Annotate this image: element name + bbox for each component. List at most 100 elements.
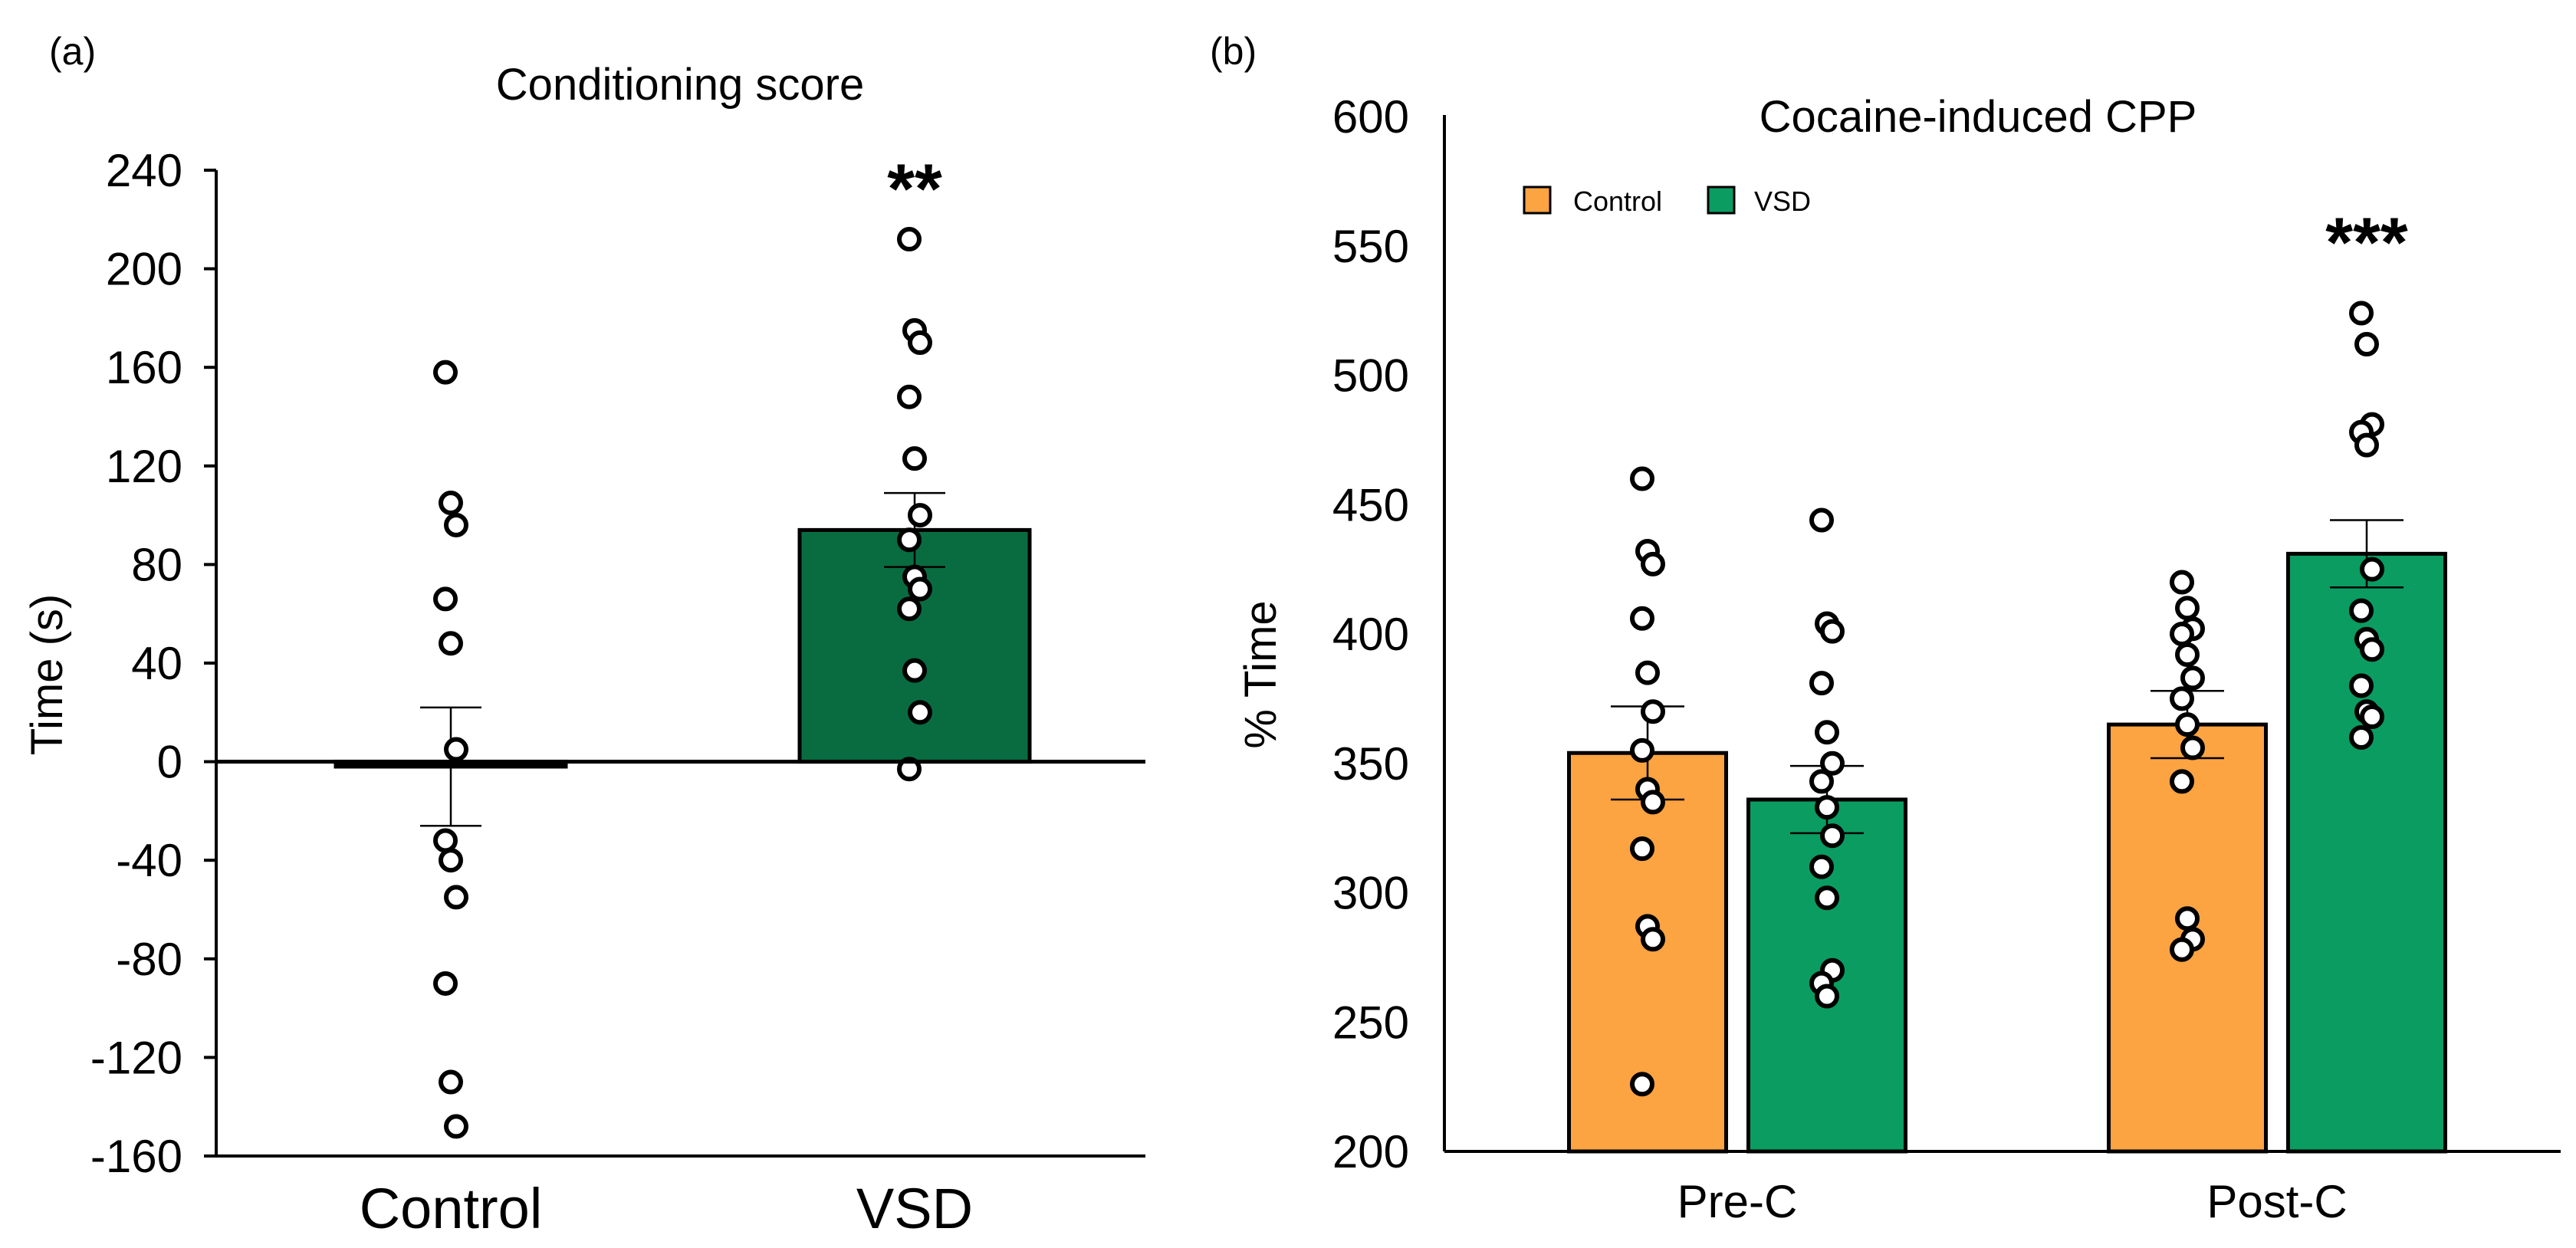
panel-b-data-point <box>1630 836 1654 862</box>
panel-b-data-point <box>2170 937 2194 962</box>
panel-a-category-label: Control <box>360 1177 543 1240</box>
panel-b-category-label: Pre-C <box>1677 1176 1798 1227</box>
panel-b-y-tick-label: 300 <box>1332 868 1409 919</box>
panel-b-data-point <box>2360 637 2384 662</box>
panel-b-data-point <box>2349 301 2374 326</box>
panel-a-data-point <box>908 700 932 725</box>
panel-b-data-point <box>1630 466 1654 491</box>
panel-a-data-point <box>433 586 458 612</box>
panel-a-label: (a) <box>49 30 96 73</box>
panel-a-conditioning-score: (a) Conditioning score Time (s) 240 200 16… <box>22 30 1145 1240</box>
panel-a-data-point <box>908 576 932 602</box>
panel-b-data-point <box>1815 984 1839 1009</box>
panel-b-data-point <box>1630 1072 1654 1097</box>
panel-b-data-point <box>2170 570 2194 595</box>
panel-a-y-tick-label: 200 <box>106 244 182 295</box>
panel-b-data-point <box>1820 619 1845 644</box>
panel-b-y-tick-label: 450 <box>1332 479 1409 530</box>
panel-a-data-point <box>902 658 927 683</box>
panel-a-data-point <box>444 1114 468 1139</box>
panel-b-y-axis-label: % Time <box>1236 600 1286 748</box>
panel-a-data-point <box>908 330 932 356</box>
panel-b-data-point <box>2175 642 2200 667</box>
legend-swatch-control <box>1523 186 1552 215</box>
panel-b-data-point <box>2170 622 2194 646</box>
panel-b-data-point <box>2180 665 2205 691</box>
panel-a-y-ticks: 240 200 160 120 80 40 0 -40 -80 -120 -160 <box>90 145 216 1182</box>
panel-b-data-point <box>1641 551 1665 576</box>
panel-b-data-point <box>2175 906 2200 931</box>
panel-a-y-tick-label: -40 <box>116 835 182 886</box>
panel-a-y-tick-label: 0 <box>157 737 182 788</box>
panel-a-y-tick-label: 240 <box>106 145 182 196</box>
panel-b-data-point <box>1815 720 1839 745</box>
panel-b-data-point <box>1641 790 1665 815</box>
panel-b-y-tick-label: 250 <box>1332 997 1409 1048</box>
panel-b-data-point <box>2354 432 2379 458</box>
panel-b-data-point <box>2360 557 2384 582</box>
panel-b-data-point <box>1815 885 1839 911</box>
panel-a-significance: ** <box>887 150 942 228</box>
panel-b-category-labels: Pre-C Post-C <box>1677 1176 2348 1227</box>
panel-b-y-tick-label: 500 <box>1332 350 1409 402</box>
panel-a-data-point <box>902 446 927 471</box>
panel-b-data-point <box>2360 704 2384 729</box>
panel-a-data-point <box>439 491 463 516</box>
panel-a-data-point <box>439 1069 463 1095</box>
panel-a-data-point <box>444 885 468 910</box>
panel-a-data-point <box>897 384 922 409</box>
panel-a-data-point <box>433 360 458 385</box>
panel-b-data-point <box>2175 712 2200 737</box>
legend-label-control: Control <box>1573 186 1662 217</box>
panel-b-data-point <box>2170 686 2194 711</box>
panel-b-data-point <box>1820 823 1845 849</box>
panel-a-y-tick-label: 40 <box>131 638 182 689</box>
panel-a-data-point <box>439 631 463 656</box>
panel-a-data-point <box>897 757 922 782</box>
panel-b-y-tick-label: 400 <box>1332 609 1409 660</box>
panel-b-data-point <box>1630 737 1654 763</box>
panel-b-data-point <box>2349 725 2374 750</box>
legend-swatch-vsd <box>1707 186 1736 215</box>
panel-b-data-point <box>1641 927 1665 952</box>
panel-b-y-tick-label: 550 <box>1332 221 1409 272</box>
panel-a-data-point <box>444 737 468 762</box>
panel-b-data-point <box>2170 769 2194 794</box>
panel-a-y-axis-label: Time (s) <box>22 594 72 755</box>
panel-a-data-point <box>444 512 468 537</box>
panel-b-data-point <box>2349 673 2374 698</box>
panel-a-y-tick-label: 80 <box>131 539 182 590</box>
panel-b-data-point <box>1809 671 1834 696</box>
panel-b-data-point <box>1815 795 1839 820</box>
panel-b-significance-stars: *** <box>2325 204 2408 282</box>
panel-b-data-point <box>1635 660 1660 685</box>
panel-b-category-label: Post-C <box>2206 1176 2347 1227</box>
panel-b-cocaine-cpp: (b) Cocaine-induced CPP % Time 600 550 500… <box>1210 30 2561 1227</box>
panel-a-y-tick-label: -160 <box>90 1131 182 1182</box>
panel-b-data-point <box>2180 735 2205 760</box>
panel-b-data-point <box>1820 750 1845 776</box>
panel-b-data-point <box>1809 854 1834 879</box>
panel-a-y-tick-label: -80 <box>116 934 182 985</box>
panel-b-data-point <box>1809 507 1834 533</box>
panel-a-data-point <box>897 527 922 553</box>
panel-a-y-tick-label: 120 <box>106 441 182 492</box>
panel-a-significance-stars: ** <box>887 150 942 228</box>
panel-a-data-point <box>439 848 463 873</box>
panel-a-category-labels: Control VSD <box>360 1177 973 1240</box>
panel-b-y-ticks: 600 550 500 450 400 350 300 250 200 <box>1332 91 1409 1177</box>
panel-b-label: (b) <box>1210 30 1257 73</box>
legend-label-vsd: VSD <box>1754 186 1811 217</box>
panel-b-data-point <box>2349 598 2374 623</box>
panel-a-y-tick-label: 160 <box>106 342 182 393</box>
panel-b-data-point <box>1641 699 1665 724</box>
panel-a-data-point <box>897 227 922 252</box>
panel-a-category-label: VSD <box>856 1177 973 1240</box>
panel-a-points <box>433 227 932 1139</box>
panel-b-data-point <box>2175 596 2200 621</box>
panel-a-title: Conditioning score <box>496 60 864 110</box>
panel-b-title: Cocaine-induced CPP <box>1760 92 2197 142</box>
panel-b-y-tick-label: 350 <box>1332 738 1409 790</box>
panel-b-significance: *** <box>2325 204 2408 282</box>
